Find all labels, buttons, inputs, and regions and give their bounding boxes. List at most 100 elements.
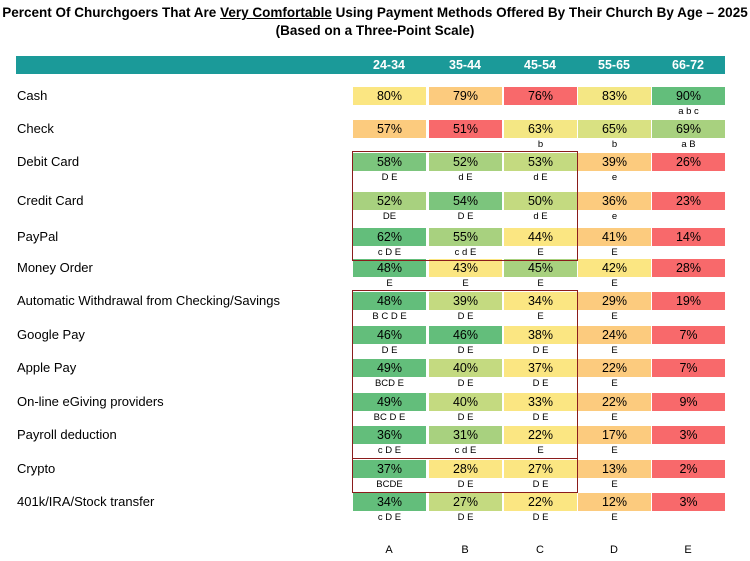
value-cell: 34% xyxy=(353,493,426,511)
significance-letters: E xyxy=(429,278,502,290)
column-letter: D xyxy=(610,544,618,556)
significance-letters: c D E xyxy=(353,247,426,259)
value-cell: 22% xyxy=(504,493,577,511)
value-cell: 76% xyxy=(504,87,577,105)
value-cell: 28% xyxy=(429,460,502,478)
value-cell: 39% xyxy=(578,153,651,171)
value-cell: 79% xyxy=(429,87,502,105)
significance-letters: E xyxy=(578,345,651,357)
value-cell: 48% xyxy=(353,292,426,310)
significance-letters: E xyxy=(353,278,426,290)
significance-letters: D E xyxy=(504,412,577,424)
significance-letters: E xyxy=(504,247,577,259)
value-cell: 17% xyxy=(578,426,651,444)
significance-letters: E xyxy=(578,479,651,491)
value-cell: 45% xyxy=(504,259,577,277)
value-cell: 29% xyxy=(578,292,651,310)
value-cell: 58% xyxy=(353,153,426,171)
value-cell: 46% xyxy=(429,326,502,344)
significance-letters: c d E xyxy=(429,247,502,259)
value-cell: 7% xyxy=(652,359,725,377)
value-cell: 3% xyxy=(652,493,725,511)
value-cell: 46% xyxy=(353,326,426,344)
significance-letters: D E xyxy=(429,412,502,424)
row-label: Credit Card xyxy=(17,193,84,208)
value-cell: 2% xyxy=(652,460,725,478)
value-cell: 27% xyxy=(504,460,577,478)
value-cell: 49% xyxy=(353,393,426,411)
value-cell: 38% xyxy=(504,326,577,344)
significance-letters: BC D E xyxy=(353,412,426,424)
value-cell: 31% xyxy=(429,426,502,444)
value-cell: 3% xyxy=(652,426,725,444)
row-label: Payroll deduction xyxy=(17,427,117,442)
value-cell: 33% xyxy=(504,393,577,411)
significance-letters: BCD E xyxy=(353,378,426,390)
value-cell: 23% xyxy=(652,192,725,210)
value-cell: 43% xyxy=(429,259,502,277)
significance-letters: E xyxy=(578,378,651,390)
value-cell: 39% xyxy=(429,292,502,310)
value-cell: 50% xyxy=(504,192,577,210)
value-cell: 27% xyxy=(429,493,502,511)
significance-letters: a b c xyxy=(652,106,725,118)
row-label: Debit Card xyxy=(17,154,80,169)
significance-letters: E xyxy=(578,278,651,290)
significance-letters: d E xyxy=(429,172,502,184)
value-cell: 49% xyxy=(353,359,426,377)
value-cell: 40% xyxy=(429,393,502,411)
significance-letters: D E xyxy=(504,378,577,390)
significance-letters: d E xyxy=(504,211,577,223)
significance-letters: E xyxy=(578,512,651,524)
value-cell: 22% xyxy=(578,393,651,411)
column-letter: C xyxy=(536,544,544,556)
significance-letters: c D E xyxy=(353,445,426,457)
value-cell: 53% xyxy=(504,153,577,171)
value-cell: 48% xyxy=(353,259,426,277)
row-label: Money Order xyxy=(17,260,93,275)
value-cell: 69% xyxy=(652,120,725,138)
value-cell: 26% xyxy=(652,153,725,171)
value-cell: 62% xyxy=(353,228,426,246)
row-label: Check xyxy=(17,121,54,136)
column-header: 35-44 xyxy=(449,58,481,72)
significance-letters: E xyxy=(578,412,651,424)
column-letter: B xyxy=(461,544,469,556)
title-part-2: Using Payment Methods Offered By Their C… xyxy=(331,5,748,20)
significance-letters: D E xyxy=(429,512,502,524)
value-cell: 55% xyxy=(429,228,502,246)
column-header: 55-65 xyxy=(598,58,630,72)
significance-letters: E xyxy=(578,247,651,259)
header-bar xyxy=(16,56,725,74)
significance-letters: a B xyxy=(652,139,725,151)
title-emphasis: Very Comfortable xyxy=(220,5,332,20)
significance-letters: D E xyxy=(429,311,502,323)
chart-subtitle: (Based on a Three-Point Scale) xyxy=(275,23,475,38)
value-cell: 83% xyxy=(578,87,651,105)
significance-letters: D E xyxy=(353,172,426,184)
value-cell: 22% xyxy=(504,426,577,444)
value-cell: 36% xyxy=(353,426,426,444)
value-cell: 12% xyxy=(578,493,651,511)
significance-letters: D E xyxy=(504,345,577,357)
value-cell: 37% xyxy=(353,460,426,478)
row-label: Automatic Withdrawal from Checking/Savin… xyxy=(17,293,280,308)
significance-letters: D E xyxy=(353,345,426,357)
value-cell: 40% xyxy=(429,359,502,377)
value-cell: 28% xyxy=(652,259,725,277)
row-label: PayPal xyxy=(17,229,59,244)
significance-letters: D E xyxy=(429,211,502,223)
value-cell: 41% xyxy=(578,228,651,246)
value-cell: 42% xyxy=(578,259,651,277)
value-cell: 9% xyxy=(652,393,725,411)
row-label: Google Pay xyxy=(17,327,85,342)
significance-letters: D E xyxy=(504,512,577,524)
significance-letters: E xyxy=(504,311,577,323)
significance-letters: d E xyxy=(504,172,577,184)
value-cell: 52% xyxy=(429,153,502,171)
significance-letters: e xyxy=(578,211,651,223)
column-letter: A xyxy=(385,544,393,556)
value-cell: 22% xyxy=(578,359,651,377)
value-cell: 44% xyxy=(504,228,577,246)
significance-letters: e xyxy=(578,172,651,184)
